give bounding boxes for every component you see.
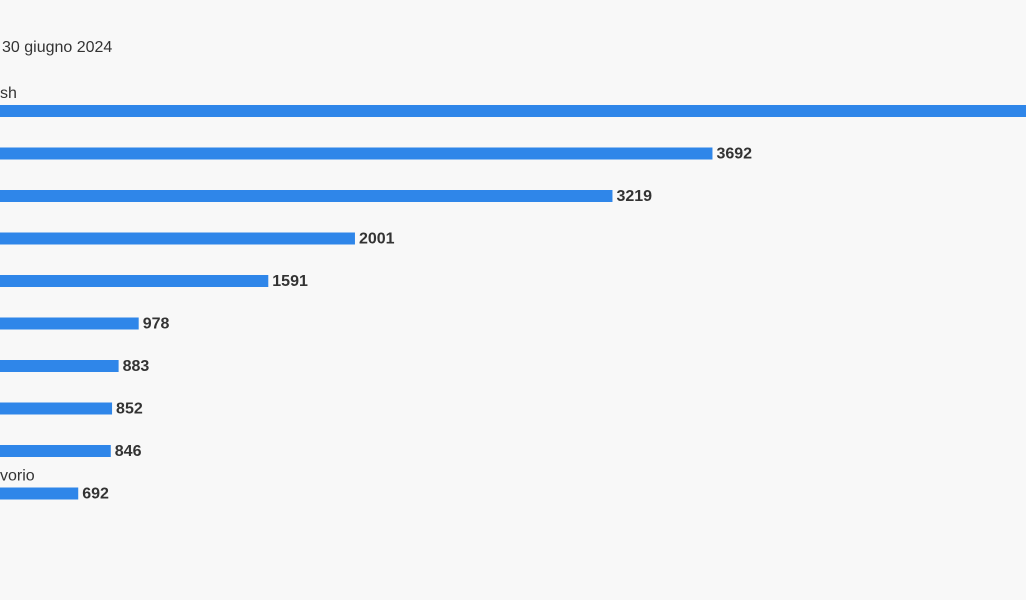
bar: [0, 232, 355, 245]
bar: [0, 487, 79, 500]
value-label: 3692: [716, 146, 752, 163]
value-label: 846: [115, 443, 142, 460]
bar: [0, 275, 269, 287]
value-label: 692: [82, 486, 109, 503]
value-label: 852: [116, 401, 143, 418]
category-label: sh: [0, 85, 17, 102]
value-label: 883: [123, 358, 150, 375]
chart-subtitle: 30 giugno 2024: [2, 39, 112, 56]
category-label: vorio: [0, 468, 35, 485]
bar: [0, 105, 1026, 117]
bar: [0, 147, 713, 160]
value-label: 978: [143, 316, 170, 333]
bar: [0, 190, 613, 202]
bar: [0, 402, 113, 415]
value-label: 2001: [359, 231, 395, 248]
bar: [0, 317, 139, 330]
value-label: 1591: [272, 273, 308, 290]
bar: [0, 445, 111, 457]
bar: [0, 360, 119, 372]
value-label: 3219: [616, 188, 652, 205]
